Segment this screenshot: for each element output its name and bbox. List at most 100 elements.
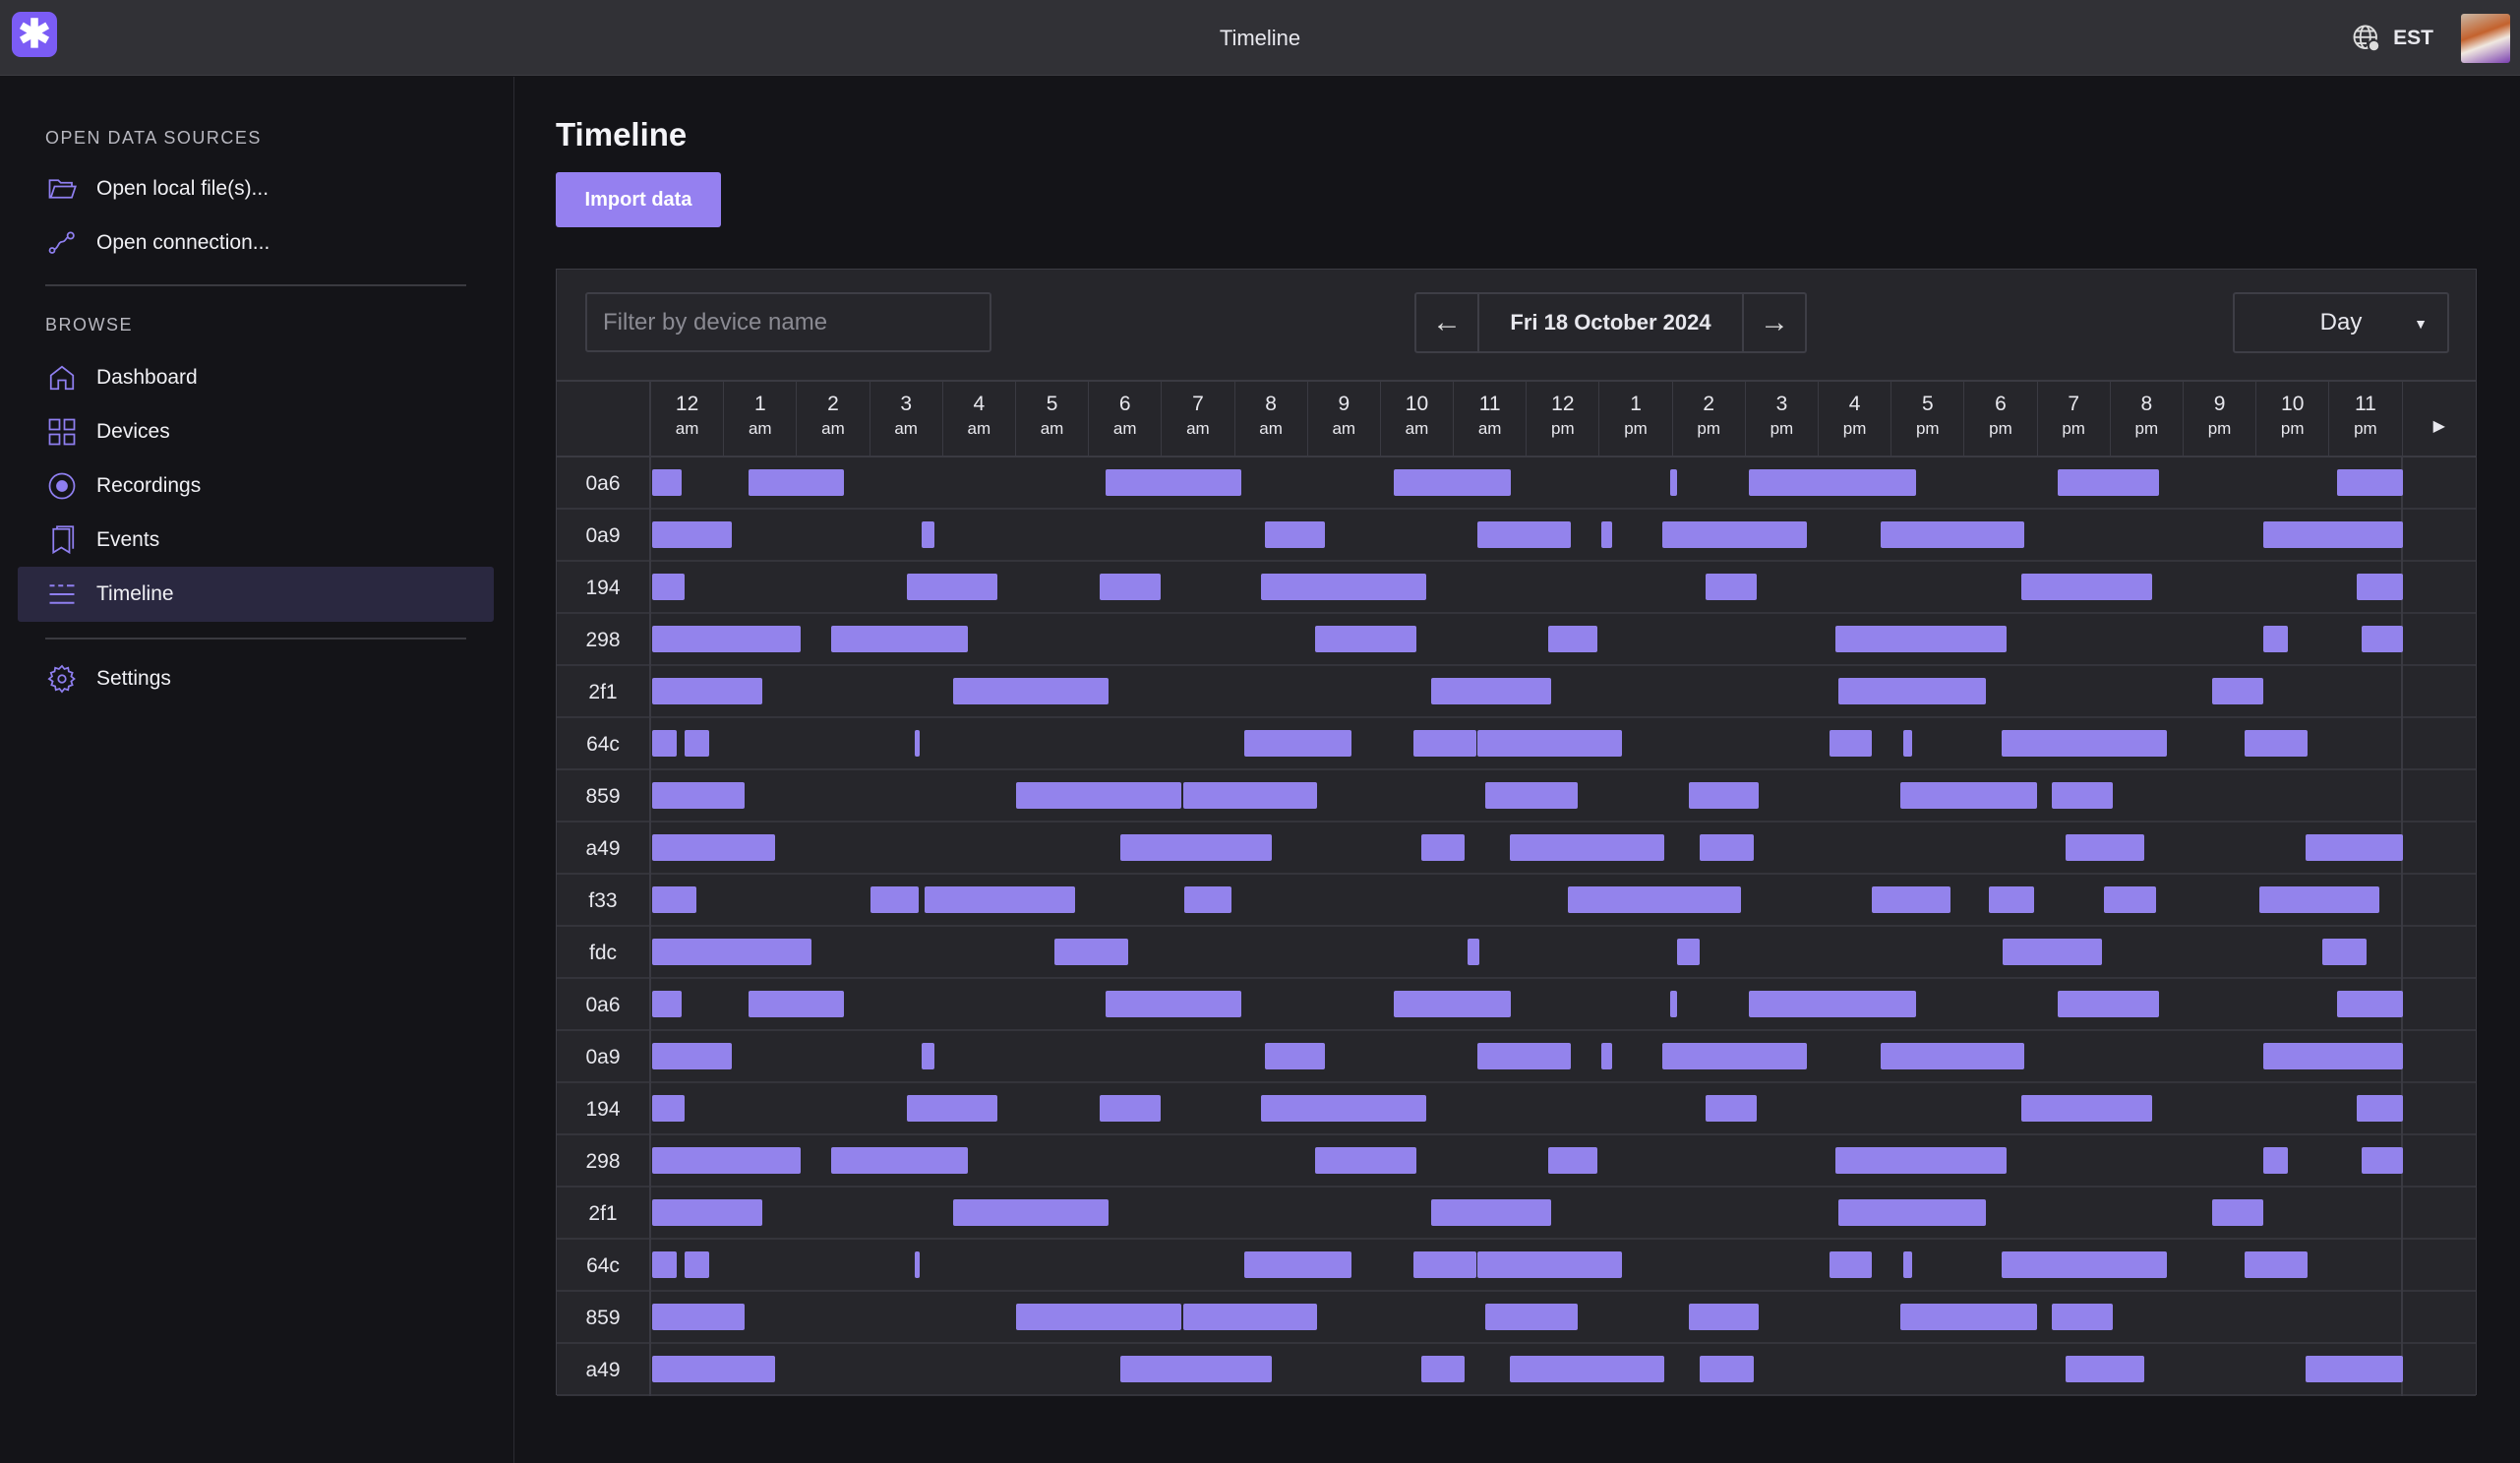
- sidebar-item-events[interactable]: Events: [18, 513, 494, 568]
- previous-day-button[interactable]: ←: [1416, 294, 1477, 351]
- recording-bar[interactable]: [1420, 834, 1466, 861]
- recording-bar[interactable]: [1485, 782, 1578, 809]
- recording-bar[interactable]: [1706, 574, 1758, 600]
- recording-bar[interactable]: [1412, 730, 1476, 757]
- recording-bar[interactable]: [1420, 1356, 1466, 1382]
- recording-bar[interactable]: [652, 991, 683, 1017]
- recording-bar[interactable]: [1265, 1043, 1325, 1069]
- recording-bar[interactable]: [1676, 939, 1700, 965]
- app-logo-icon[interactable]: ✱: [12, 12, 57, 57]
- sidebar-item-open-local-files[interactable]: Open local file(s)...: [18, 161, 494, 216]
- recording-bar[interactable]: [2104, 886, 2157, 913]
- recording-bar[interactable]: [2212, 678, 2264, 704]
- recording-bar[interactable]: [652, 1043, 732, 1069]
- recording-bar[interactable]: [652, 939, 812, 965]
- recording-bar[interactable]: [2362, 1147, 2403, 1174]
- recording-bar[interactable]: [1054, 939, 1129, 965]
- recording-bar[interactable]: [1477, 1043, 1572, 1069]
- recording-bar[interactable]: [1899, 1304, 2038, 1330]
- recording-bar[interactable]: [2020, 1095, 2153, 1122]
- recording-bar[interactable]: [652, 730, 677, 757]
- recording-bar[interactable]: [1835, 626, 2008, 652]
- recording-bar[interactable]: [2057, 991, 2160, 1017]
- recording-bar[interactable]: [1182, 782, 1317, 809]
- recording-bar[interactable]: [870, 886, 919, 913]
- recording-bar[interactable]: [652, 1095, 686, 1122]
- recording-bar[interactable]: [2244, 730, 2308, 757]
- recording-bar[interactable]: [1881, 521, 2024, 548]
- recording-bar[interactable]: [831, 626, 969, 652]
- recording-bar[interactable]: [1699, 1356, 1755, 1382]
- recording-bar[interactable]: [953, 678, 1109, 704]
- recording-bar[interactable]: [652, 626, 802, 652]
- recording-bar[interactable]: [1706, 1095, 1758, 1122]
- recording-bar[interactable]: [1669, 991, 1677, 1017]
- recording-bar[interactable]: [1120, 1356, 1272, 1382]
- recording-bar[interactable]: [1260, 1095, 1427, 1122]
- recording-bar[interactable]: [1661, 521, 1808, 548]
- recording-bar[interactable]: [652, 1304, 745, 1330]
- recording-bar[interactable]: [652, 886, 696, 913]
- recording-bar[interactable]: [1509, 834, 1664, 861]
- recording-bar[interactable]: [652, 678, 762, 704]
- filter-device-input[interactable]: [585, 292, 991, 352]
- recording-bar[interactable]: [1601, 521, 1613, 548]
- recording-bar[interactable]: [2001, 1251, 2168, 1278]
- recording-bar[interactable]: [2263, 1043, 2403, 1069]
- sidebar-item-recordings[interactable]: Recordings: [18, 458, 494, 514]
- recording-bar[interactable]: [2066, 834, 2145, 861]
- recording-bar[interactable]: [652, 782, 745, 809]
- sidebar-item-timeline[interactable]: Timeline: [18, 567, 494, 622]
- recording-bar[interactable]: [1830, 1251, 1872, 1278]
- recording-bar[interactable]: [1315, 1147, 1416, 1174]
- sidebar-item-settings[interactable]: Settings: [18, 651, 494, 706]
- recording-bar[interactable]: [914, 1251, 921, 1278]
- recording-bar[interactable]: [685, 1251, 709, 1278]
- recording-bar[interactable]: [1100, 1095, 1161, 1122]
- sidebar-item-open-connection[interactable]: Open connection...: [18, 215, 494, 271]
- recording-bar[interactable]: [1100, 574, 1161, 600]
- recording-bar[interactable]: [1871, 886, 1950, 913]
- recording-bar[interactable]: [749, 991, 844, 1017]
- recording-bar[interactable]: [652, 1251, 677, 1278]
- recording-bar[interactable]: [2357, 1095, 2403, 1122]
- recording-bar[interactable]: [1699, 834, 1755, 861]
- recording-bar[interactable]: [2066, 1356, 2145, 1382]
- recording-bar[interactable]: [1477, 730, 1622, 757]
- recording-bar[interactable]: [1430, 1199, 1551, 1226]
- import-data-button[interactable]: Import data: [556, 172, 721, 227]
- recording-bar[interactable]: [2362, 626, 2403, 652]
- recording-bar[interactable]: [1468, 939, 1479, 965]
- recording-bar[interactable]: [652, 469, 683, 496]
- recording-bar[interactable]: [2003, 939, 2102, 965]
- recording-bar[interactable]: [1244, 1251, 1352, 1278]
- view-range-select[interactable]: Day ▼: [2233, 292, 2449, 353]
- timezone-selector[interactable]: EST: [2352, 24, 2433, 53]
- recording-bar[interactable]: [906, 1095, 997, 1122]
- recording-bar[interactable]: [1485, 1304, 1578, 1330]
- recording-bar[interactable]: [685, 730, 709, 757]
- recording-bar[interactable]: [1548, 626, 1598, 652]
- recording-bar[interactable]: [1669, 469, 1677, 496]
- recording-bar[interactable]: [1394, 469, 1512, 496]
- recording-bar[interactable]: [1182, 1304, 1317, 1330]
- recording-bar[interactable]: [1260, 574, 1427, 600]
- recording-bar[interactable]: [1903, 1251, 1912, 1278]
- recording-bar[interactable]: [921, 1043, 934, 1069]
- recording-bar[interactable]: [914, 730, 921, 757]
- recording-bar[interactable]: [924, 886, 1076, 913]
- recording-bar[interactable]: [2057, 469, 2160, 496]
- recording-bar[interactable]: [1837, 1199, 1986, 1226]
- recording-bar[interactable]: [2052, 782, 2113, 809]
- recording-bar[interactable]: [2001, 730, 2168, 757]
- recording-bar[interactable]: [2306, 1356, 2403, 1382]
- recording-bar[interactable]: [1837, 678, 1986, 704]
- recording-bar[interactable]: [2263, 1147, 2288, 1174]
- recording-bar[interactable]: [2020, 574, 2153, 600]
- recording-bar[interactable]: [2337, 991, 2403, 1017]
- recording-bar[interactable]: [1120, 834, 1272, 861]
- recording-bar[interactable]: [1106, 469, 1241, 496]
- recording-bar[interactable]: [652, 574, 686, 600]
- recording-bar[interactable]: [1881, 1043, 2024, 1069]
- recording-bar[interactable]: [1244, 730, 1352, 757]
